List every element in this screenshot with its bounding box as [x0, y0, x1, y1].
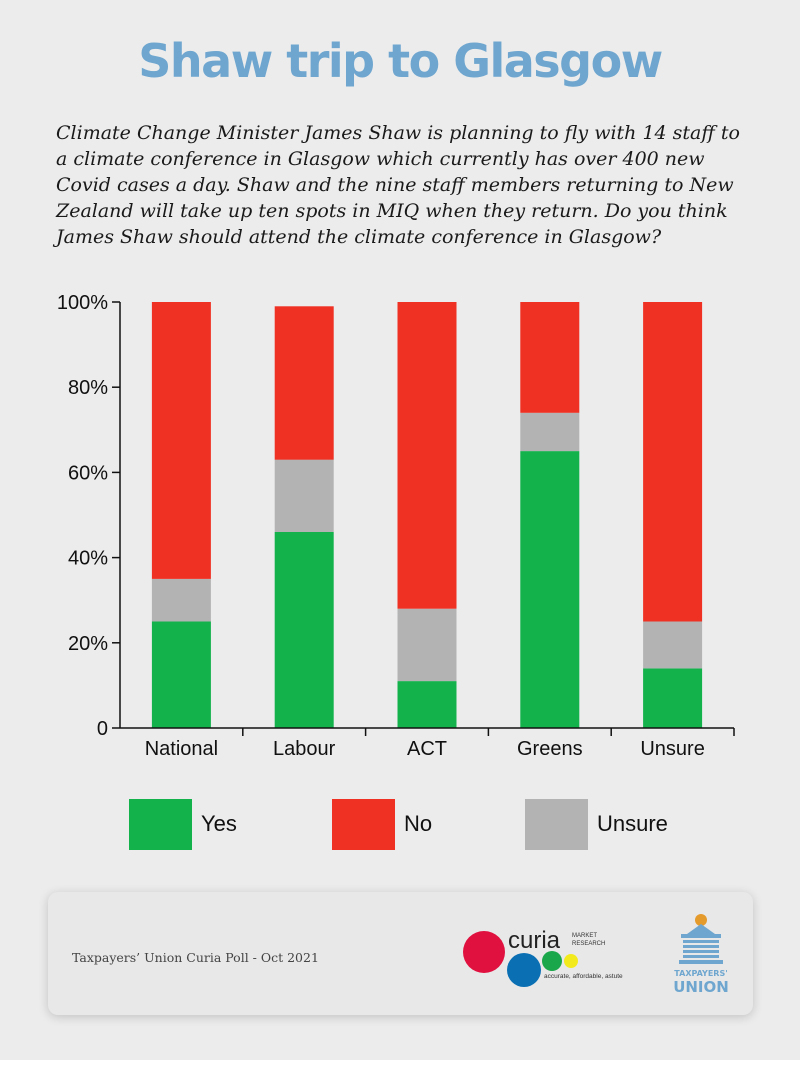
footer-card: Taxpayers’ Union Curia Poll - Oct 2021 c… [48, 892, 753, 1015]
bar-yes-greens [520, 451, 580, 728]
curia-tagline: accurate, affordable, astute [544, 973, 623, 980]
bar-yes-national [151, 621, 211, 728]
curia-sub-market: MARKET [572, 933, 597, 939]
curia-green-circle [542, 951, 562, 971]
legend-unsure: Unsure [525, 798, 668, 850]
bar-no-national [151, 302, 211, 579]
y-tick-label: 20% [68, 633, 108, 655]
curia-sub-research: RESEARCH [572, 941, 605, 947]
curia-red-circle [463, 931, 505, 973]
curia-logo: curia MARKET RESEARCH accurate, affordab… [463, 928, 623, 987]
stacked-bar-chart: National Labour ACT Greens Unsure 0 20% 40% 60% 8… [57, 292, 735, 760]
y-tick-label: 0 [97, 718, 108, 740]
poll-source: Taxpayers’ Union Curia Poll - Oct 2021 [72, 950, 319, 965]
bar-unsure-labour [274, 459, 334, 532]
bar-yes-act [397, 681, 457, 728]
y-tick-label: 80% [68, 377, 108, 399]
bar-yes-labour [274, 532, 334, 728]
bar-unsure-act [397, 608, 457, 682]
page-title: Shaw trip to Glasgow [138, 34, 663, 88]
y-tick-label: 60% [68, 462, 108, 484]
bars-layer [151, 302, 703, 728]
bar-no-labour [274, 306, 334, 460]
legend-yes: Yes [129, 798, 237, 850]
legend-yes-label: Yes [201, 811, 237, 836]
x-tick-label: Labour [273, 738, 336, 760]
tu-logo-line1: TAXPAYERS' [674, 969, 727, 978]
curia-blue-circle [507, 953, 541, 987]
curia-yellow-circle [564, 954, 578, 968]
legend-no-swatch [332, 798, 395, 850]
x-tick-label: Greens [517, 738, 583, 760]
legend-unsure-swatch [525, 798, 588, 850]
tu-logo-line2: UNION [673, 978, 729, 996]
legend-unsure-label: Unsure [597, 811, 668, 836]
poll-question: Climate Change Minister James Shaw is pl… [56, 122, 740, 248]
legend-yes-swatch [129, 798, 192, 850]
legend-no-label: No [404, 811, 433, 836]
x-tick-label: National [145, 738, 218, 760]
bar-unsure-greens [520, 412, 580, 452]
x-tick-label: Unsure [640, 738, 704, 760]
y-tick-label: 100% [57, 292, 108, 314]
bar-yes-unsure [643, 668, 703, 728]
y-tick-label: 40% [68, 548, 108, 570]
bar-unsure-unsure [643, 621, 703, 669]
bottom-strip [0, 1060, 800, 1067]
bar-no-act [397, 302, 457, 609]
tu-coin [695, 914, 707, 926]
bar-no-greens [520, 302, 580, 413]
legend-no: No [332, 798, 432, 850]
taxpayers-union-logo: TAXPAYERS' UNION [673, 914, 729, 996]
x-tick-label: ACT [407, 738, 447, 760]
bar-unsure-national [151, 578, 211, 622]
curia-wordmark: curia [508, 928, 561, 954]
bar-no-unsure [643, 302, 703, 622]
axes-layer: National Labour ACT Greens Unsure 0 20% 40% 60% 8… [57, 292, 735, 760]
